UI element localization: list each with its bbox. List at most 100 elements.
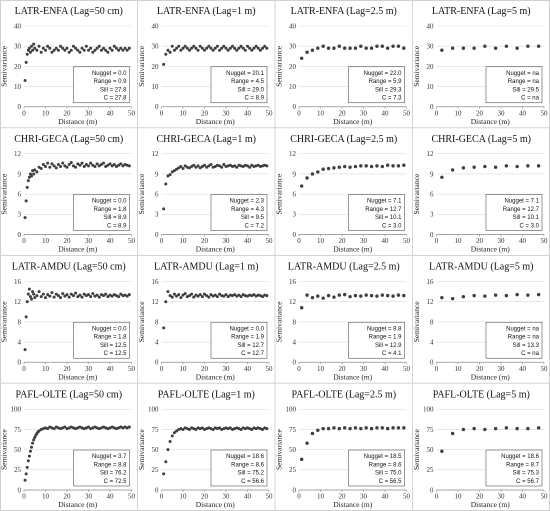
variogram-panel: LATR-ENFA (Lag=50 cm) 0 10 20 30 40 0 10 20 30 40 5… [0, 6, 136, 126]
x-tick-label: 0 [435, 365, 439, 373]
data-point [56, 294, 60, 298]
y-tick-label: 30 [152, 43, 160, 51]
data-point [332, 46, 336, 50]
x-tick-label: 50 [541, 237, 549, 245]
x-axis-label: Distance (m) [471, 117, 510, 126]
x-tick-label: 40 [519, 237, 527, 245]
data-point [209, 163, 213, 167]
stats-line: Nugget = 7.1 [504, 199, 539, 205]
y-axis-label: Semivariance [275, 45, 284, 86]
data-point [359, 426, 363, 431]
variogram-panel: LATR-ENFA (Lag=5 m) 0 10 20 30 40 0 10 20 30 40 50 D… [412, 6, 548, 126]
data-point [402, 163, 406, 167]
x-tick-label: 10 [180, 237, 188, 245]
stats-line: Sill = 10.1 [375, 215, 402, 221]
y-tick-label: 12 [427, 298, 435, 306]
data-point [123, 46, 127, 50]
x-tick-label: 30 [498, 109, 506, 117]
data-point [321, 426, 325, 431]
y-tick-label: 50 [289, 446, 297, 454]
stats-box [348, 449, 405, 487]
data-point [332, 426, 336, 430]
data-point [359, 164, 363, 168]
y-tick-label: 12 [14, 150, 22, 158]
data-point [332, 166, 336, 170]
data-point [183, 164, 187, 168]
panel-title: LATR-ENFA (Lag=1 m) [157, 6, 256, 17]
data-point [117, 48, 121, 52]
data-point [162, 472, 166, 476]
stats-line: Range = 1.9 [369, 335, 403, 341]
stats-box [210, 321, 268, 359]
stats-line: Nugget = 7.1 [367, 199, 402, 205]
y-tick-label: 8 [155, 318, 159, 326]
panel-title: PAFL-OLTE (Lag=50 cm) [15, 389, 122, 400]
x-axis-label: Distance (m) [333, 372, 372, 381]
stats-line: Sill = 76.2 [100, 471, 127, 477]
data-point [177, 166, 181, 170]
data-point [162, 326, 166, 330]
data-point [380, 44, 385, 48]
stats-line: Range = na [508, 79, 540, 85]
y-tick-label: 0 [155, 359, 159, 367]
x-tick-label: 30 [223, 365, 231, 373]
x-tick-label: 20 [476, 493, 484, 501]
data-point [87, 293, 90, 297]
data-point [207, 295, 211, 299]
data-point [63, 425, 67, 429]
y-tick-label: 6 [293, 191, 297, 199]
x-tick-label: 50 [403, 365, 411, 373]
stats-line: Range = na [508, 335, 540, 341]
data-point [536, 426, 541, 430]
data-point [179, 165, 183, 169]
data-point [80, 161, 84, 165]
data-point [526, 426, 530, 431]
x-tick-label: 50 [541, 365, 549, 373]
data-point [200, 46, 204, 50]
data-point [91, 163, 95, 167]
stats-line: C = 8.9 [244, 96, 264, 102]
y-tick-label: 0 [430, 486, 434, 494]
stats-line: C = 12.7 [241, 351, 265, 357]
x-axis-label: Distance (m) [58, 245, 97, 254]
data-point [241, 165, 245, 169]
stats-line: Sill = 75.0 [375, 471, 402, 477]
stats-line: Sill = 10.1 [512, 215, 539, 221]
data-point [375, 294, 379, 298]
variogram-panel: PAFL-OLTE (Lag=2.5 m) 0 25 50 75 100 0 10 20 30 40… [275, 389, 411, 509]
x-tick-label: 10 [455, 237, 463, 245]
data-point [172, 48, 176, 52]
data-point [54, 166, 58, 170]
data-point [179, 48, 183, 52]
data-point [37, 429, 41, 433]
data-point [450, 296, 455, 301]
stats-box [485, 449, 543, 487]
data-point [35, 48, 39, 52]
data-point [380, 293, 385, 297]
y-tick-label: 0 [18, 486, 22, 494]
panel-title: LATR-ENFA (Lag=5 m) [432, 6, 531, 17]
data-point [250, 427, 254, 431]
data-point [95, 46, 99, 50]
y-tick-label: 12 [152, 298, 160, 306]
x-tick-label: 40 [382, 109, 390, 117]
y-tick-label: 3 [18, 211, 22, 219]
x-tick-label: 50 [266, 109, 274, 117]
data-point [119, 46, 123, 50]
variogram-panel: LATR-AMDU (Lag=50 cm) 0 4 8 12 16 0 10 20 30 40 50 D… [0, 262, 136, 382]
data-point [181, 427, 185, 431]
x-tick-label: 20 [339, 365, 347, 373]
y-tick-label: 16 [427, 278, 435, 286]
y-tick-label: 8 [293, 318, 297, 326]
stats-line: Sill = 27.8 [100, 87, 127, 93]
data-point [170, 170, 174, 174]
x-tick-label: 10 [42, 493, 50, 501]
y-tick-label: 3 [430, 211, 434, 219]
data-point [69, 160, 73, 164]
stats-line: Sill = 12.7 [237, 343, 264, 349]
stats-box [485, 194, 543, 231]
data-point [26, 179, 30, 183]
data-point [33, 436, 37, 440]
data-point [348, 165, 352, 169]
data-point [305, 50, 309, 54]
